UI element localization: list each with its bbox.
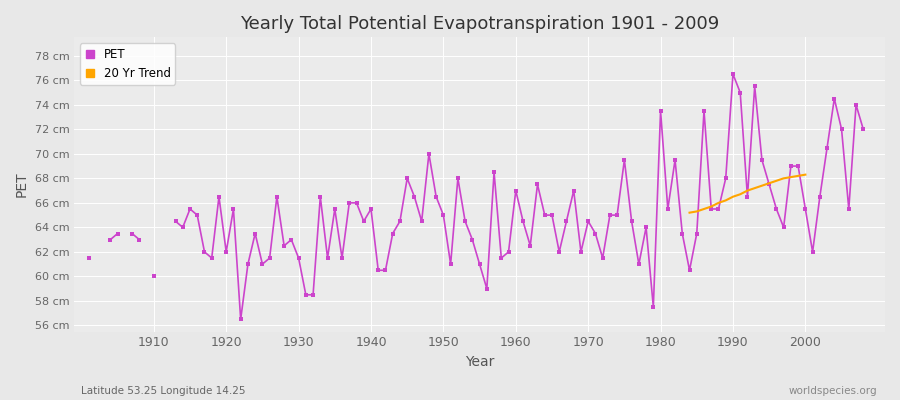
X-axis label: Year: Year (465, 355, 494, 369)
Y-axis label: PET: PET (15, 172, 29, 197)
Title: Yearly Total Potential Evapotranspiration 1901 - 2009: Yearly Total Potential Evapotranspiratio… (240, 15, 719, 33)
Text: Latitude 53.25 Longitude 14.25: Latitude 53.25 Longitude 14.25 (81, 386, 246, 396)
Text: worldspecies.org: worldspecies.org (789, 386, 877, 396)
Legend: PET, 20 Yr Trend: PET, 20 Yr Trend (80, 43, 176, 84)
